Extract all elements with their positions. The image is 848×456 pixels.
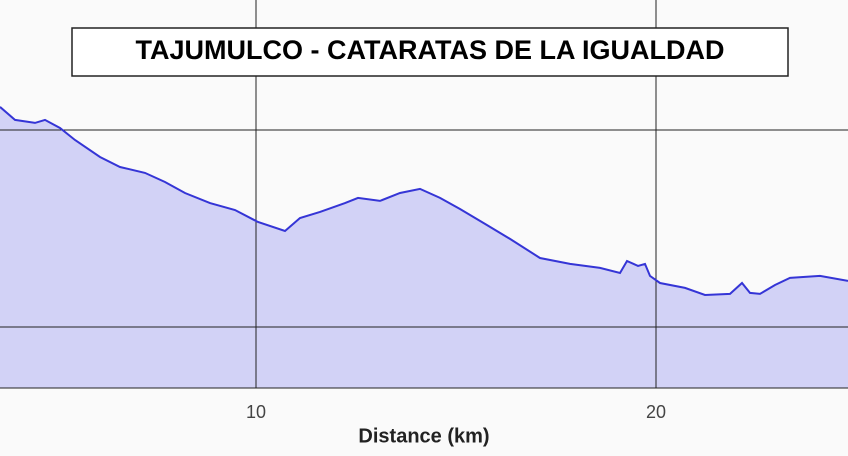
- x-axis-label: Distance (km): [358, 425, 489, 447]
- area-fill: [0, 106, 848, 389]
- title-box: [71, 27, 789, 77]
- plot-area: 10 20: [0, 0, 848, 422]
- x-tick-label: 20: [646, 402, 666, 422]
- chart-title: TAJUMULCO - CATARATAS DE LA IGUALDAD: [136, 35, 725, 65]
- elevation-line: [0, 106, 848, 297]
- x-tick-label: 10: [246, 402, 266, 422]
